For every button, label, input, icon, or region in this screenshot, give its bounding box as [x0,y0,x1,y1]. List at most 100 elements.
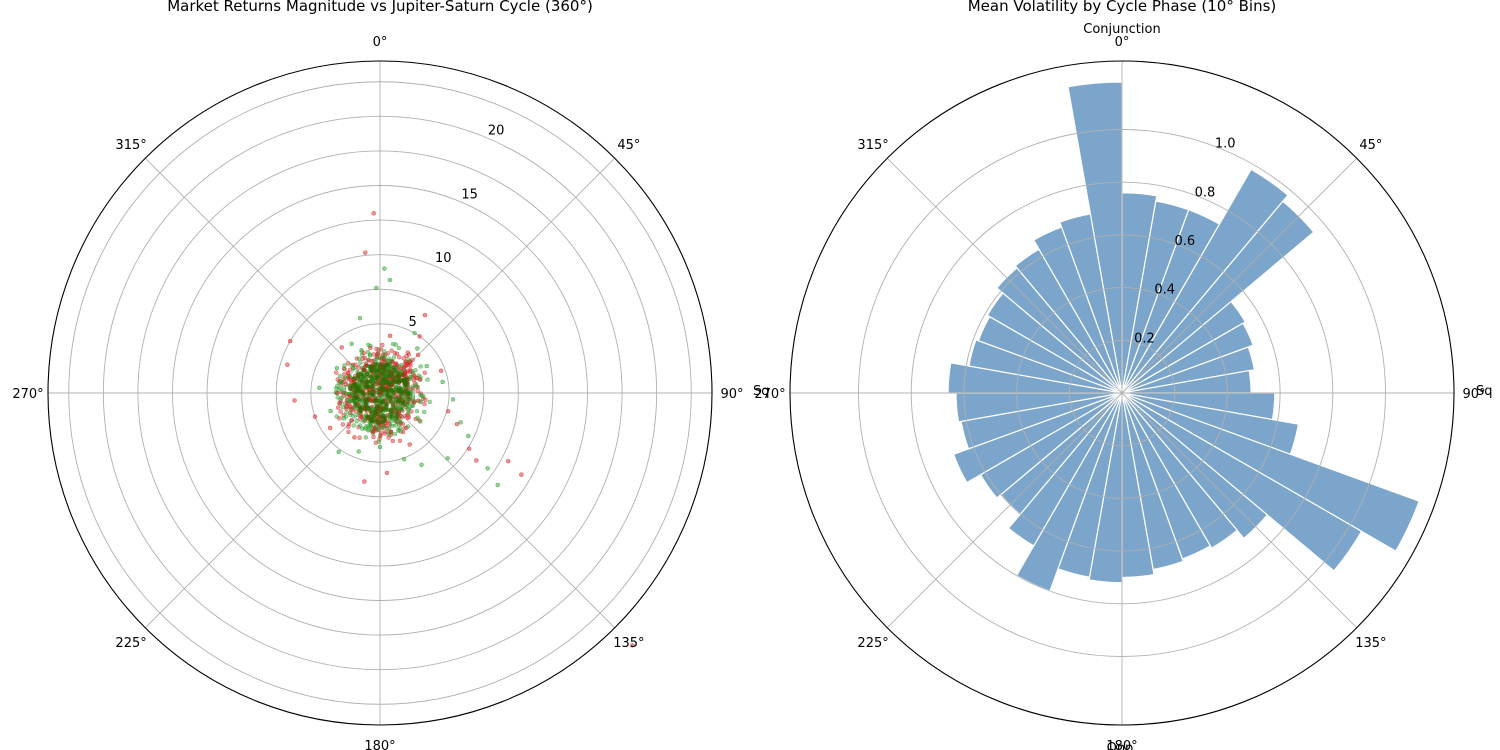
scatter-point-positive [445,456,450,461]
scatter-point [384,368,389,374]
scatter-point [397,438,403,443]
scatter-point [357,435,362,440]
scatter-point [416,373,422,378]
scatter-point [402,382,407,387]
scatter-point [365,349,371,355]
scatter-point [423,397,428,403]
scatter-point [334,383,340,389]
scatter-point-positive [356,449,361,454]
angle-tick-label: 225° [857,636,888,651]
scatter-point-negative [327,425,333,431]
scatter-point [405,362,411,368]
scatter-point [360,426,365,431]
scatter-point [377,436,382,442]
scatter-point-positive [424,363,429,369]
scatter-point [391,390,397,396]
scatter-point [365,371,370,376]
polar-bars [947,81,1420,592]
scatter-point [337,373,343,379]
scatter-point [396,399,402,404]
scatter-point [418,377,423,382]
scatter-point [425,377,430,382]
scatter-point [393,423,399,428]
chart-title: Mean Volatility by Cycle Phase (10° Bins… [968,0,1277,15]
scatter-point [359,347,364,353]
scatter-point-negative [505,458,511,464]
bar-bin [1121,392,1239,549]
scatter-point-positive [387,277,393,283]
angle-tick-label: 90° [720,387,743,402]
scatter-point [349,363,354,368]
radial-tick-label: 0.8 [1195,185,1216,200]
scatter-point [338,379,343,384]
bar-bin [1121,322,1254,394]
grid-ring [1068,339,1176,447]
scatter-point [374,398,380,403]
scatter-point-positive [466,433,471,439]
scatter-point [391,355,397,360]
scatter-point [399,390,404,395]
scatter-point [360,356,366,362]
scatter-point [394,416,399,421]
scatter-point-negative [363,250,368,255]
scatter-point [353,387,359,392]
scatter-point-positive [440,379,445,385]
grid-ring [137,150,623,636]
scatter-point-positive [401,457,407,462]
scatter-point [388,366,393,372]
scatter-point [381,415,387,421]
angle-tick-label: 45° [1359,138,1382,153]
scatter-point [390,423,395,429]
scatter-point [382,431,388,436]
scatter-point [376,420,381,425]
scatter-point-positive [334,365,340,371]
scatter-point [422,401,427,407]
scatter-point [402,425,407,431]
scatter-point [359,390,364,395]
scatter-point [361,368,367,373]
scatter-point [337,416,342,421]
scatter-point [405,350,411,355]
grid-ring [1016,287,1228,499]
scatter-point [356,356,362,362]
scatter-point [406,414,412,419]
scatter-point [378,347,384,352]
radial-tick-label: 10 [435,251,452,266]
scatter-point [394,373,400,379]
bar-bin [1007,392,1123,547]
scatter-point [404,377,409,382]
angle-tick-label: 135° [613,636,644,651]
radial-tick-label: 0.4 [1154,283,1175,298]
scatter-point [363,435,369,440]
scatter-point [376,368,382,373]
scatter-point-positive [419,462,424,468]
scatter-point [406,410,411,416]
scatter-point [388,399,393,404]
scatter-point [410,384,415,389]
scatter-point-negative [384,470,390,476]
scatter-point-negative [292,398,297,403]
scatter-point [347,386,353,392]
scatter-point [335,390,340,396]
scatter-point [372,419,377,424]
scatter-point-positive [357,315,363,321]
scatter-point [334,370,339,375]
scatter-point-negative [387,333,393,339]
angle-tick-label: 315° [857,138,888,153]
scatter-point [418,399,424,405]
radial-tick-label: 15 [461,187,478,202]
scatter-point [394,362,399,368]
scatter-point [390,402,396,407]
scatter-point [353,395,358,400]
scatter-point [410,357,415,363]
grid-ring [963,234,1281,552]
grid-spoke [379,157,616,394]
scatter-point [384,373,390,378]
scatter-point [375,361,380,366]
scatter-point [344,409,349,415]
scatter-point [357,416,363,421]
scatter-point [351,423,356,428]
scatter-point [418,393,423,398]
scatter-point-positive [382,266,387,271]
